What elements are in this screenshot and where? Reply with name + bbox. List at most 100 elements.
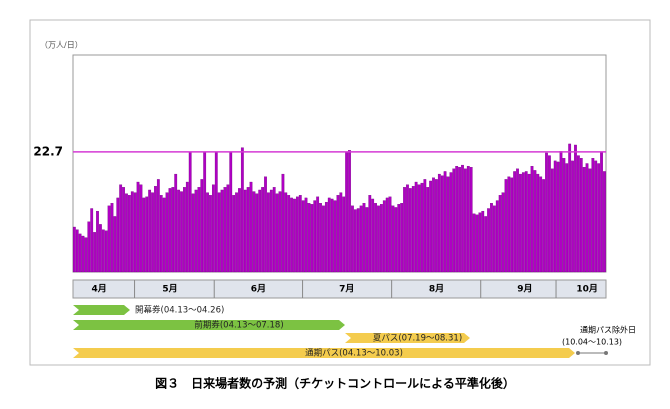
x-tick-label: 5月 xyxy=(162,284,177,295)
bar xyxy=(406,184,409,273)
bar xyxy=(130,191,134,273)
exclusion-dot xyxy=(576,351,580,355)
pass-bar xyxy=(73,348,575,358)
bar xyxy=(72,226,76,273)
bar xyxy=(353,209,357,273)
bar xyxy=(188,151,192,273)
bar xyxy=(348,150,351,273)
bar xyxy=(458,167,461,273)
bar xyxy=(490,203,493,273)
bar xyxy=(206,192,209,273)
bar xyxy=(267,192,270,273)
bar xyxy=(579,158,583,273)
bar xyxy=(261,187,265,273)
bar xyxy=(304,197,308,273)
bar xyxy=(530,165,534,273)
bar xyxy=(185,181,189,273)
bar xyxy=(484,216,488,273)
bar xyxy=(142,197,146,273)
bar xyxy=(275,193,279,273)
bar xyxy=(443,171,447,273)
bar xyxy=(87,221,91,273)
bar xyxy=(165,192,169,273)
bar xyxy=(229,151,233,273)
bar xyxy=(568,143,572,273)
bar xyxy=(151,192,154,273)
bar xyxy=(455,165,459,273)
pass-label: 前期券(04.13～07.18) xyxy=(194,320,283,331)
bar xyxy=(408,188,412,273)
bar xyxy=(449,172,453,273)
bar xyxy=(96,210,99,273)
bar xyxy=(411,186,415,273)
bar xyxy=(368,195,372,273)
bar xyxy=(264,176,267,273)
bar xyxy=(252,191,256,273)
bar xyxy=(510,177,514,273)
bar xyxy=(478,212,482,273)
bar xyxy=(562,158,566,273)
bar xyxy=(550,168,554,273)
bar xyxy=(487,208,490,273)
y-unit: （万人/日） xyxy=(40,41,83,50)
bar xyxy=(545,152,548,273)
exclusion-dates: (10.04～10.13) xyxy=(562,338,622,347)
bar xyxy=(249,181,253,273)
bar xyxy=(597,163,601,273)
bar xyxy=(594,160,598,273)
bar xyxy=(342,196,346,273)
bar xyxy=(542,179,545,273)
bar xyxy=(521,172,525,273)
bar xyxy=(536,173,540,273)
bar xyxy=(582,167,586,273)
bar xyxy=(278,191,282,273)
bar xyxy=(380,204,383,273)
x-tick-label: 4月 xyxy=(91,284,106,295)
bar xyxy=(116,197,120,273)
bar xyxy=(240,147,244,273)
bar xyxy=(269,189,273,273)
bar xyxy=(519,173,522,273)
bar xyxy=(243,189,247,273)
bar xyxy=(93,232,96,273)
pass-label: 夏パス(07.19～08.31) xyxy=(373,334,462,344)
bar xyxy=(313,200,317,273)
caption: 図３ 日来場者数の予測（チケットコントロールによる平準化後） xyxy=(155,376,515,391)
x-tick-label: 8月 xyxy=(429,284,444,295)
bar xyxy=(417,184,421,273)
bar xyxy=(576,155,580,273)
bar xyxy=(177,189,180,273)
bar xyxy=(574,144,577,273)
bar xyxy=(307,203,311,273)
bar xyxy=(533,170,537,273)
bar xyxy=(420,182,424,273)
bar xyxy=(287,195,291,273)
bar xyxy=(258,189,262,273)
bar xyxy=(319,203,322,273)
bar xyxy=(139,184,143,273)
bar xyxy=(246,187,250,273)
bar xyxy=(200,179,204,273)
pass-bar xyxy=(73,320,345,330)
bar xyxy=(75,229,79,273)
x-tick-label: 7月 xyxy=(339,284,354,295)
bar xyxy=(356,208,360,273)
bar xyxy=(472,213,476,273)
bar xyxy=(394,207,398,273)
bar xyxy=(298,195,302,273)
bar xyxy=(327,197,331,273)
bar xyxy=(423,179,427,273)
bar xyxy=(162,197,166,273)
bar xyxy=(388,196,392,273)
bar xyxy=(203,151,207,273)
bar xyxy=(339,192,343,273)
bar xyxy=(513,171,517,273)
bar xyxy=(84,237,88,273)
bar xyxy=(600,151,603,273)
bar xyxy=(272,187,276,273)
exclusion-dot xyxy=(604,351,608,355)
bar xyxy=(191,193,195,273)
bar xyxy=(316,196,320,273)
bar xyxy=(168,188,172,273)
bar xyxy=(426,187,430,273)
